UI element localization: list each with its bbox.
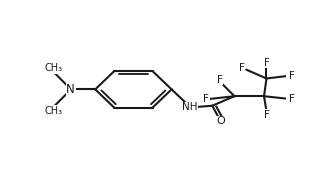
Text: N: N (66, 83, 75, 96)
Text: F: F (203, 94, 209, 104)
Text: CH₃: CH₃ (44, 63, 62, 73)
Text: NH: NH (182, 102, 198, 112)
Text: F: F (239, 63, 245, 73)
Text: F: F (264, 110, 269, 120)
Text: CH₃: CH₃ (44, 105, 62, 116)
Text: F: F (289, 71, 295, 81)
Text: O: O (217, 116, 225, 126)
Text: F: F (217, 75, 223, 85)
Text: F: F (289, 94, 295, 104)
Text: F: F (264, 58, 269, 68)
